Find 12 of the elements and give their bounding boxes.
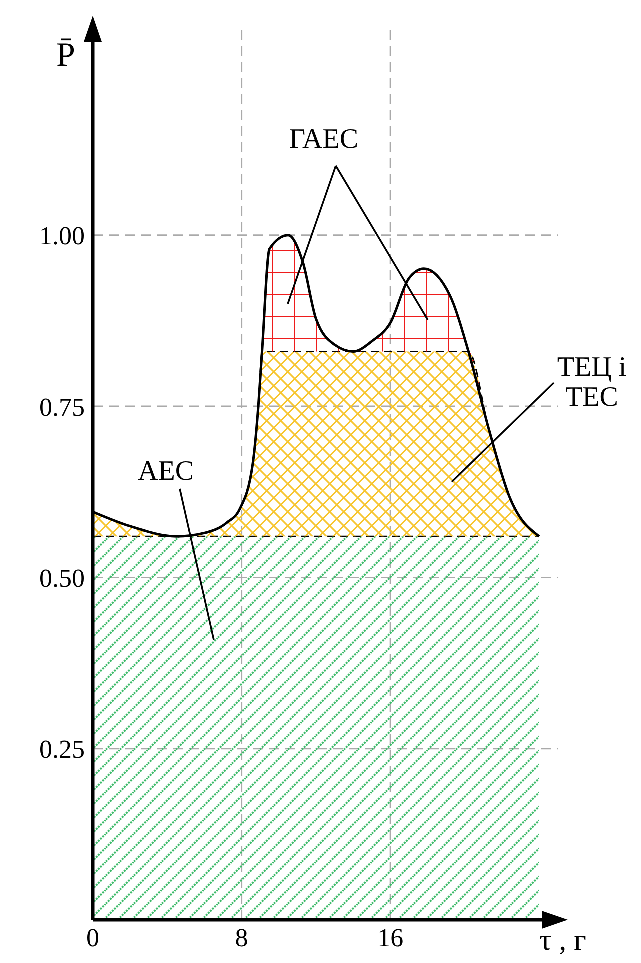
- y-tick-label: 0.75: [40, 392, 85, 422]
- x-tick-label: 16: [378, 923, 404, 952]
- y-tick-label: 0.25: [40, 735, 85, 764]
- y-tick-label: 1.00: [40, 222, 85, 251]
- y-axis-title: P̄: [56, 37, 76, 74]
- x-tick-label: 8: [235, 923, 248, 952]
- x-tick-label: 0: [86, 923, 100, 952]
- x-axis-title: τ , г: [540, 924, 586, 957]
- annotation: ТЕЦ і ТЕС: [557, 352, 627, 413]
- y-tick-label: 0.50: [40, 564, 85, 593]
- annotation: ГАЕС: [289, 124, 359, 155]
- annotation: АЕС: [138, 456, 194, 487]
